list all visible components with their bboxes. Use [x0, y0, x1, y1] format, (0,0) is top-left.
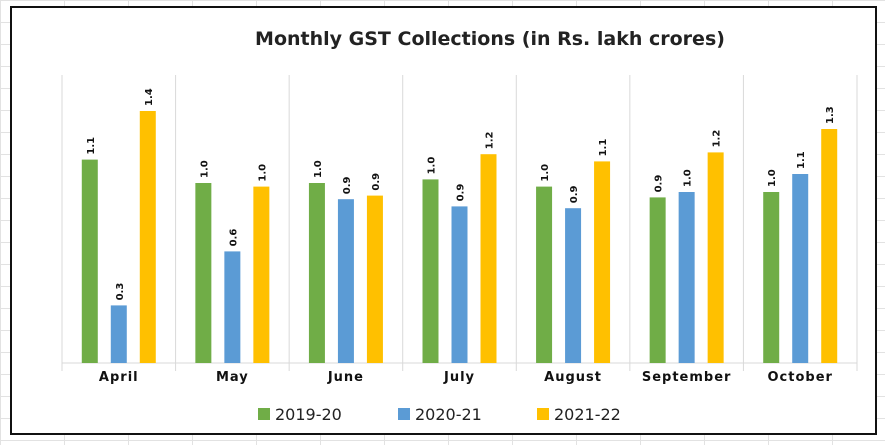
data-label: 1.0 [683, 169, 694, 187]
category-label: September [642, 370, 732, 385]
data-label: 1.1 [598, 139, 609, 157]
data-label: 1.3 [825, 106, 836, 124]
bar-2021-22-April [139, 111, 156, 363]
data-label: 1.0 [427, 157, 438, 175]
bar-2020-21-April [110, 305, 127, 363]
bar-2020-21-May [224, 251, 241, 363]
data-label: 1.0 [257, 164, 268, 182]
bar-2019-20-October [763, 192, 780, 363]
category-label: August [544, 370, 602, 385]
category-label: June [327, 370, 364, 385]
bar-2021-22-July [480, 154, 497, 363]
bar-2019-20-September [649, 197, 666, 363]
bar-2020-21-June [337, 199, 354, 363]
bar-2020-21-September [678, 192, 695, 363]
category-label: July [443, 370, 475, 385]
bar-2019-20-April [81, 159, 98, 363]
data-label: 1.4 [144, 88, 155, 106]
category-label: October [767, 370, 832, 385]
data-label: 0.9 [654, 175, 665, 193]
bar-2020-21-July [451, 206, 468, 363]
data-label: 1.0 [767, 169, 778, 187]
bar-2021-22-June [366, 195, 383, 363]
data-label: 1.1 [86, 137, 97, 155]
bar-2019-20-August [536, 186, 553, 363]
bar-2021-22-September [707, 152, 724, 363]
bar-2021-22-October [821, 129, 838, 363]
data-label: 0.6 [228, 229, 239, 247]
legend-swatch-2020-21 [398, 408, 410, 420]
legend-label: 2021-22 [554, 405, 621, 424]
data-label: 0.9 [371, 173, 382, 191]
data-label: 0.9 [342, 176, 353, 194]
category-label: May [216, 370, 249, 385]
legend-label: 2019-20 [275, 405, 342, 424]
data-label: 1.1 [796, 151, 807, 169]
bar-2021-22-August [594, 161, 611, 363]
legend-label: 2020-21 [415, 405, 482, 424]
legend: 2019-20 2020-21 2021-22 [258, 405, 621, 424]
bar-2019-20-June [308, 183, 325, 363]
bar-2019-20-July [422, 179, 439, 363]
data-label: 0.3 [115, 283, 126, 301]
data-label: 1.0 [199, 160, 210, 178]
bar-2020-21-October [792, 174, 809, 363]
data-label: 0.9 [456, 184, 467, 202]
legend-swatch-2021-22 [537, 408, 549, 420]
chart-title: Monthly GST Collections (in Rs. lakh cro… [255, 28, 725, 50]
data-label: 1.0 [313, 160, 324, 178]
bar-2021-22-May [253, 186, 270, 363]
category-label: April [99, 370, 139, 385]
data-label: 1.2 [712, 130, 723, 148]
legend-swatch-2019-20 [258, 408, 270, 420]
data-label: 0.9 [569, 185, 580, 203]
bar-2019-20-May [195, 183, 212, 363]
data-label: 1.0 [540, 164, 551, 182]
data-label: 1.2 [485, 131, 496, 149]
bar-2020-21-August [565, 208, 582, 363]
